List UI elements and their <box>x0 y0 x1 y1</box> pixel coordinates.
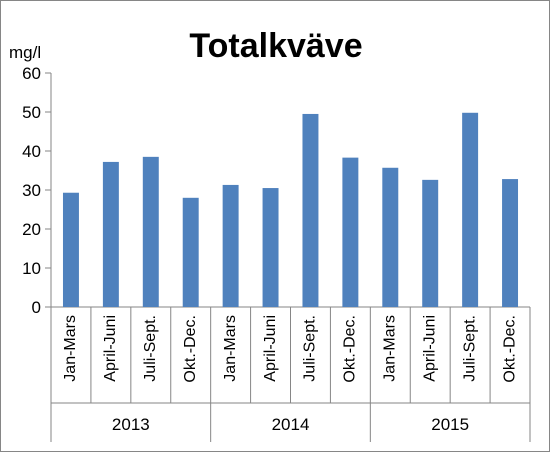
x-category-label: Juli-Sept. <box>142 315 159 382</box>
y-tick-label: 60 <box>22 64 41 83</box>
x-category-label: April-Juni <box>262 315 279 382</box>
bar <box>502 179 519 307</box>
bar <box>62 192 79 307</box>
bar <box>222 184 239 307</box>
year-labels: 2013 2014 2015 <box>112 415 469 434</box>
bar <box>422 179 439 307</box>
bar <box>302 113 319 307</box>
y-tick-label: 40 <box>22 142 41 161</box>
x-category-label: Juli-Sept. <box>461 315 478 382</box>
y-axis-unit: mg/l <box>9 43 41 62</box>
x-category-label: Okt.-Dec. <box>342 315 359 383</box>
x-category-label: April-Juni <box>102 315 119 382</box>
bar <box>382 167 399 307</box>
x-category-labels: Jan-Mars April-Juni Juli-Sept. Okt.-Dec. Jan… <box>62 315 518 383</box>
x-category-label: Jan-Mars <box>222 315 239 382</box>
year-label: 2013 <box>112 415 150 434</box>
bars <box>62 112 519 307</box>
x-category-label: Okt.-Dec. <box>501 315 518 383</box>
y-tick-label: 20 <box>22 220 41 239</box>
bar <box>142 156 159 307</box>
x-category-label: Juli-Sept. <box>302 315 319 382</box>
bar <box>462 112 479 307</box>
bar <box>262 188 279 307</box>
x-category-label: April-Juni <box>421 315 438 382</box>
y-tick-label: 0 <box>32 298 41 317</box>
x-category-label: Okt.-Dec. <box>182 315 199 383</box>
bar <box>182 197 199 307</box>
x-category-label: Jan-Mars <box>62 315 79 382</box>
chart-title: Totalkväve <box>189 27 362 65</box>
bar <box>342 157 359 307</box>
bar <box>102 161 119 307</box>
y-tick-label: 50 <box>22 103 41 122</box>
axes <box>45 72 531 442</box>
year-label: 2015 <box>431 415 469 434</box>
year-label: 2014 <box>272 415 310 434</box>
y-tick-label: 30 <box>22 181 41 200</box>
y-tick-labels: 0 10 20 30 40 50 60 <box>22 64 41 317</box>
x-category-label: Jan-Mars <box>382 315 399 382</box>
y-tick-label: 10 <box>22 259 41 278</box>
